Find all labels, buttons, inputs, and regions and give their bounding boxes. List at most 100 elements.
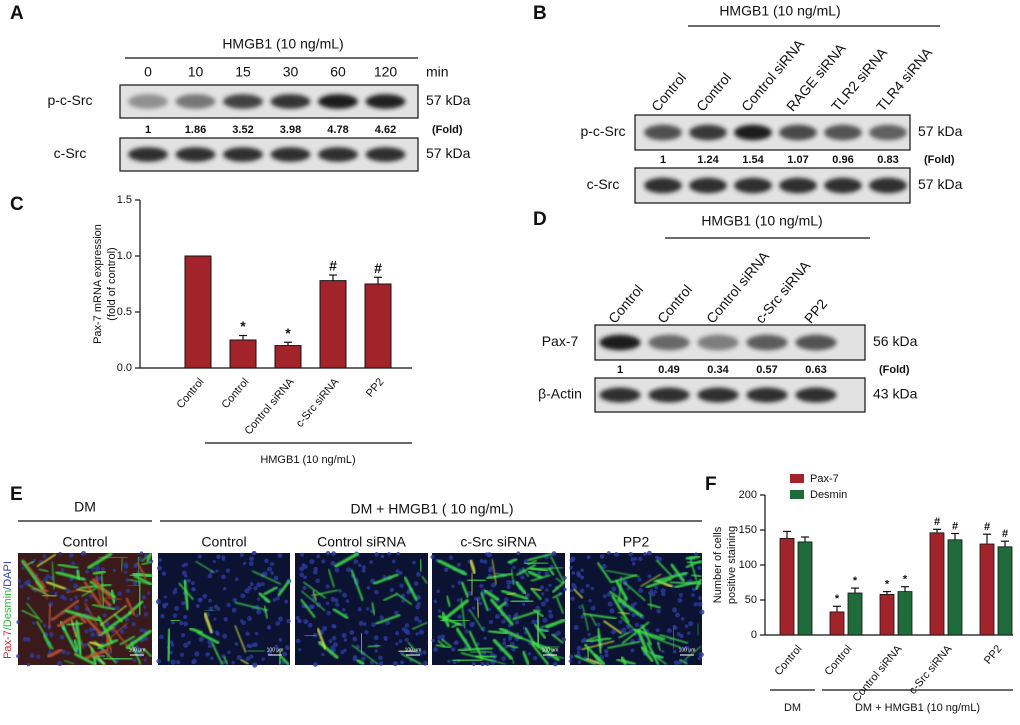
error-bar [374,276,382,284]
nucleus [464,629,469,634]
nucleus [223,617,228,622]
nucleus [43,577,49,583]
lane-unit: min [426,64,449,80]
loading-band [599,387,641,403]
fiber [607,640,640,649]
stain-part: Pax-7 [2,630,14,659]
nucleus [395,569,400,574]
fiber [495,572,507,577]
nucleus [674,612,680,618]
y-tick-label: 0 [751,629,757,641]
fiber [128,578,152,585]
nucleus [691,593,695,597]
fiber [534,623,547,639]
nucleus [653,590,658,594]
fiber [102,596,122,601]
fiber [486,572,513,580]
bar [847,592,863,636]
fiber [395,592,413,606]
nucleus [256,609,262,615]
lane-label: 30 [283,64,299,80]
nucleus [48,649,52,654]
nucleus [240,593,246,599]
nucleus [112,568,117,573]
fiber [640,646,654,663]
nucleus [371,622,376,628]
error-bar [801,536,809,542]
nucleus [606,551,611,555]
nucleus [264,558,269,564]
nucleus [562,575,567,581]
fiber [178,582,194,601]
fold-label: (Fold) [924,154,955,166]
nucleus [325,550,331,556]
nucleus [66,651,70,655]
nucleus [249,556,254,562]
loading-band [795,387,837,403]
blot-band [869,124,907,141]
nucleus [134,613,139,618]
fiber [332,608,349,620]
nucleus [191,660,196,665]
y-tick-label: 1.5 [117,194,132,206]
nucleus [691,587,697,592]
group-label: DM + HMGB1 (10 ng/mL) [855,702,980,714]
nucleus [295,638,301,644]
fiber [36,621,54,650]
fiber [92,569,107,576]
nucleus [401,599,405,603]
nucleus [236,655,242,660]
fiber [524,627,536,646]
fiber [27,584,49,597]
nucleus [643,552,648,556]
blot-size-label: 57 kDa [426,92,471,108]
nucleus [342,608,346,612]
fiber [351,644,379,665]
nucleus [58,551,62,556]
scale-bar-label: 100 μm [267,647,284,653]
nucleus [68,553,74,558]
fiber [653,653,665,660]
nucleus [436,589,440,594]
fiber [80,639,85,649]
loading-band [223,147,263,162]
fiber [617,598,643,618]
fiber [411,621,428,630]
image-title: Control [62,534,107,550]
nucleus [422,660,428,666]
nucleus [125,578,130,583]
blot-band [697,334,739,351]
loading-band [270,147,311,162]
fiber [57,563,79,569]
nucleus [414,616,420,622]
nucleus [364,630,369,635]
nucleus [330,560,336,566]
nucleus [604,653,609,658]
nucleus [398,639,403,644]
nucleus [417,650,423,656]
nucleus [385,620,391,626]
lane-label: Control [605,281,646,326]
nucleus [443,567,449,573]
error-bar [239,334,247,340]
scale-bar-label: 100 μm [679,647,696,653]
x-tick-label: Control siRNA [243,376,297,438]
nucleus [325,584,330,589]
fiber [441,599,469,622]
nucleus [242,561,247,566]
fiber [85,617,103,636]
fiber [41,580,48,600]
fiber [617,611,630,615]
blot-band [223,94,263,109]
fiber [182,579,190,611]
scale-bar-label: 100 μm [129,647,146,653]
nucleus [221,574,226,580]
fiber [487,629,508,635]
fiber [36,553,57,568]
fold-value: 0.96 [832,154,853,166]
fiber [119,635,136,646]
fiber [196,631,220,645]
nucleus [430,554,435,560]
fiber [112,627,129,648]
y-tick-label: 0.0 [117,362,132,374]
